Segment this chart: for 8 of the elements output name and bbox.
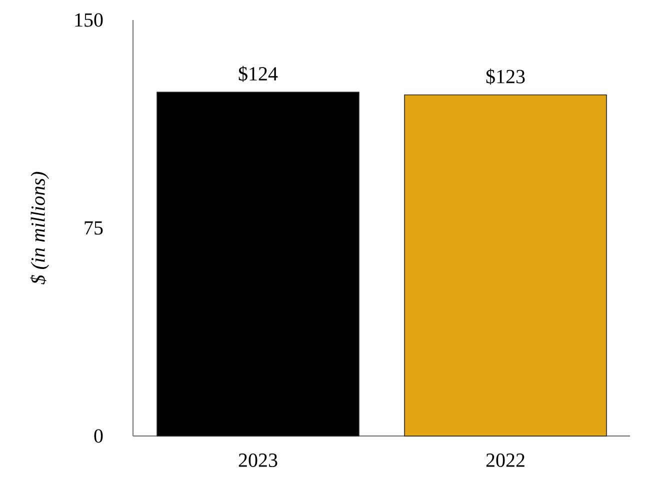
y-tick-label: 150 <box>75 13 103 27</box>
y-axis-title: $ (in millions) <box>30 172 49 284</box>
y-tick-label: 75 <box>84 221 103 235</box>
y-tick-label: 0 <box>94 429 103 443</box>
x-tick-label: 2023 <box>238 454 278 468</box>
x-tick-label: 2022 <box>486 454 524 468</box>
data-label: $124 <box>238 66 278 82</box>
data-label: $123 <box>486 68 525 85</box>
